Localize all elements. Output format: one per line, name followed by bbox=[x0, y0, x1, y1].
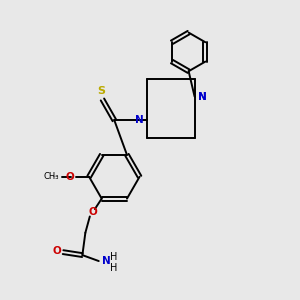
Text: N: N bbox=[135, 115, 143, 125]
Text: O: O bbox=[53, 246, 62, 256]
Text: H: H bbox=[110, 253, 117, 262]
Text: methoxy: methoxy bbox=[53, 176, 59, 177]
Text: N: N bbox=[102, 256, 110, 266]
Text: N: N bbox=[198, 92, 207, 101]
Text: S: S bbox=[97, 86, 105, 96]
Text: H: H bbox=[110, 262, 117, 273]
Text: O: O bbox=[88, 207, 97, 217]
Text: O: O bbox=[65, 172, 74, 182]
Text: N: N bbox=[198, 92, 207, 101]
Text: CH₃: CH₃ bbox=[44, 172, 59, 181]
